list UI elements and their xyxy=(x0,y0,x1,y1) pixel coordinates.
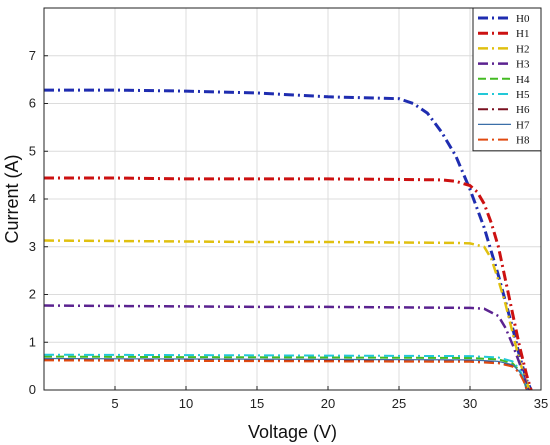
y-tick-label: 2 xyxy=(29,287,36,302)
legend-label-h7: H7 xyxy=(516,119,530,131)
x-tick-label: 10 xyxy=(179,396,193,411)
series-layer xyxy=(43,88,533,391)
x-tick-label: 20 xyxy=(321,396,335,411)
legend-label-h2: H2 xyxy=(516,43,529,55)
x-tick-label: 30 xyxy=(463,396,477,411)
legend-label-h3: H3 xyxy=(516,59,530,71)
y-tick-label: 0 xyxy=(29,382,36,397)
y-tick-label: 7 xyxy=(29,48,36,63)
series-line-h3 xyxy=(43,304,530,391)
x-tick-label: 25 xyxy=(392,396,406,411)
legend-label-h5: H5 xyxy=(516,89,530,101)
legend-label-h6: H6 xyxy=(516,104,530,116)
legend-label-h1: H1 xyxy=(516,28,529,40)
legend-label-h0: H0 xyxy=(516,13,530,25)
axis-ticks: 5 10 15 20 25 30 35 0 1 2 3 4 5 6 7 xyxy=(29,48,548,411)
x-tick-label: 5 xyxy=(111,396,118,411)
series-line-h2 xyxy=(43,239,531,391)
series-line-h0 xyxy=(44,88,533,391)
y-tick-label: 3 xyxy=(29,239,36,254)
legend-label-h4: H4 xyxy=(516,74,530,86)
y-axis-title: Current (A) xyxy=(2,154,22,243)
y-tick-label: 4 xyxy=(29,191,36,206)
legend-label-h8: H8 xyxy=(516,135,530,147)
legend: H0 H1 H2 H3 H4 H5 H6 H7 H8 xyxy=(472,7,542,152)
series-line-h5 xyxy=(43,353,528,391)
y-tick-label: 1 xyxy=(29,334,36,349)
y-tick-label: 5 xyxy=(29,143,36,158)
grid xyxy=(44,8,542,391)
x-axis-title: Voltage (V) xyxy=(248,422,337,442)
x-tick-label: 35 xyxy=(534,396,548,411)
y-tick-label: 6 xyxy=(29,96,36,111)
x-tick-label: 15 xyxy=(250,396,264,411)
series-line-h8 xyxy=(43,359,528,391)
series-line-h1 xyxy=(44,176,533,391)
